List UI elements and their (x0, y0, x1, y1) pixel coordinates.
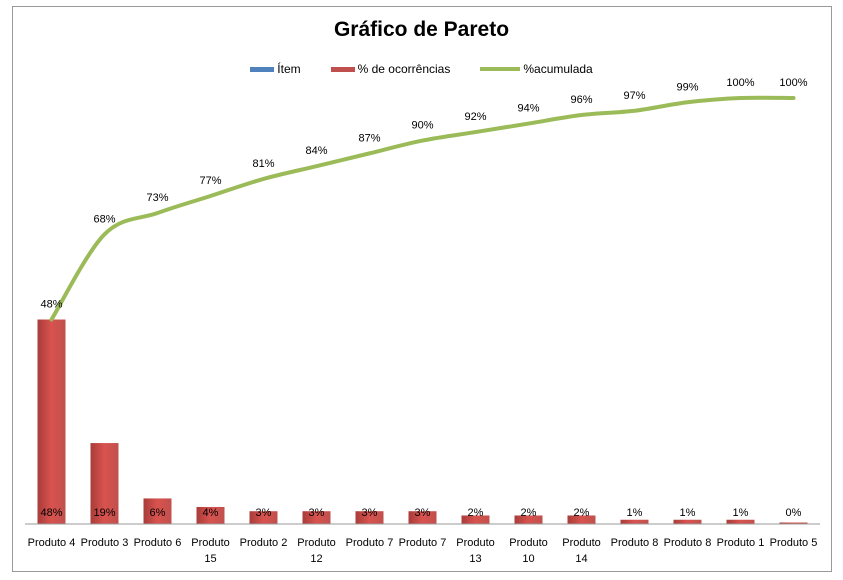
x-tick-label: Produto 13 (456, 537, 495, 565)
x-tick-label: Produto 8 (664, 537, 712, 549)
line-data-label: 96% (570, 94, 592, 106)
line-data-label: 87% (358, 132, 380, 144)
bar (779, 522, 808, 524)
x-tick-label: Produto 10 (509, 537, 548, 565)
legend-swatch (250, 66, 275, 72)
bar (461, 515, 490, 524)
x-tick-label: Produto 14 (562, 537, 601, 565)
x-tick-label: Produto 1 (717, 537, 765, 549)
legend: Ítem % de ocorrências %acumulada (0, 62, 843, 76)
x-tick-label: Produto 3 (81, 537, 129, 549)
x-tick-label: Produto 4 (28, 537, 76, 549)
bar-data-label: 2% (521, 507, 537, 519)
x-tick-label: Produto 8 (611, 537, 659, 549)
x-tick-label: Produto 2 (240, 537, 288, 549)
line-data-label: 84% (305, 145, 327, 157)
line-data-label: 73% (146, 192, 168, 204)
x-tick-label: Produto 5 (770, 537, 818, 549)
bar-data-label: 2% (468, 507, 484, 519)
legend-label: % de ocorrências (357, 62, 451, 76)
line-data-label: 92% (464, 111, 486, 123)
bar-data-label: 3% (415, 507, 431, 519)
bar (567, 515, 596, 524)
bar-data-label: 1% (627, 507, 643, 519)
bar (726, 519, 755, 524)
bar-data-label: 48% (40, 507, 62, 519)
line-data-label: 81% (252, 158, 274, 170)
line-data-label: 100% (779, 77, 807, 89)
bar (90, 443, 119, 524)
line-data-label: 97% (623, 90, 645, 102)
bar (355, 511, 384, 524)
bar-data-label: 3% (309, 507, 325, 519)
bar-data-label: 0% (786, 507, 802, 519)
x-tick-label: Produto 7 (346, 537, 394, 549)
line-data-label: 77% (199, 175, 221, 187)
bar (514, 515, 543, 524)
legend-label: %acumulada (523, 62, 593, 76)
line-data-label: 94% (517, 103, 539, 115)
line-data-label: 99% (676, 81, 698, 93)
x-tick-label: Produto 12 (297, 537, 336, 565)
bar (673, 519, 702, 524)
bar (408, 511, 437, 524)
bar (620, 519, 649, 524)
legend-swatch (480, 67, 521, 71)
legend-item-acumulada: %acumulada (480, 62, 593, 76)
line-data-label: 48% (40, 299, 62, 311)
bar-data-label: 3% (256, 507, 272, 519)
bar-data-label: 6% (150, 507, 166, 519)
x-tick-label: Produto 15 (191, 537, 230, 565)
bar (37, 319, 66, 524)
line-data-label: 100% (726, 77, 754, 89)
bar-data-label: 1% (733, 507, 749, 519)
x-tick-label: Produto 6 (134, 537, 182, 549)
legend-item-ocorrencias: % de ocorrências (330, 62, 451, 76)
chart-frame (12, 6, 832, 572)
bar-data-label: 3% (362, 507, 378, 519)
legend-item-item: Ítem (250, 62, 301, 76)
bar-data-label: 2% (574, 507, 590, 519)
legend-swatch (330, 66, 355, 72)
line-data-label: 68% (93, 213, 115, 225)
bar (196, 506, 225, 524)
chart-title: Gráfico de Pareto (333, 18, 510, 41)
x-tick-label: Produto 7 (399, 537, 447, 549)
cumulative-line (49, 95, 796, 322)
bar (249, 511, 278, 524)
bar-data-label: 4% (203, 507, 219, 519)
line-data-label: 90% (411, 120, 433, 132)
bar (143, 498, 172, 524)
bar-data-label: 1% (680, 507, 696, 519)
legend-label: Ítem (277, 62, 301, 76)
bar (302, 511, 331, 524)
bar-data-label: 19% (93, 507, 115, 519)
